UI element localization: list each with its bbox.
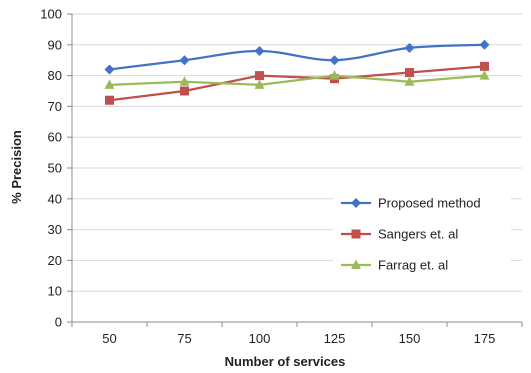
y-tick-label: 50: [48, 161, 62, 176]
data-point: [329, 70, 340, 80]
x-tick-label: 125: [324, 331, 346, 346]
data-point: [254, 79, 265, 89]
legend-label: Sangers et. al: [378, 227, 458, 242]
x-tick-labels: 50 75 100 125 150 175: [102, 331, 495, 346]
axes: [67, 13, 523, 327]
y-tick-labels: 0 10 20 30 40 50 60 70 80 90 100: [40, 7, 62, 330]
y-tick-label: 10: [48, 284, 62, 299]
x-tick-label: 75: [177, 331, 191, 346]
legend-entry: Sangers et. al: [341, 227, 458, 242]
y-tick-label: 100: [40, 7, 62, 22]
x-tick-label: 175: [474, 331, 496, 346]
data-point: [405, 68, 414, 78]
x-axis-title: Number of services: [225, 354, 346, 369]
data-point: [479, 70, 490, 80]
legend-entry: Proposed method: [341, 196, 481, 211]
legend-marker: [351, 198, 361, 208]
series-line: [109, 65, 485, 102]
y-tick-label: 70: [48, 99, 62, 114]
data-point: [404, 76, 415, 86]
data-point: [479, 39, 490, 50]
x-tick-label: 100: [249, 331, 271, 346]
legend-marker: [351, 229, 361, 239]
series-2: [104, 70, 490, 89]
y-tick-label: 60: [48, 130, 62, 145]
data-point: [480, 61, 489, 71]
legend-entry: Farrag et. al: [341, 258, 448, 273]
series-0: [104, 39, 490, 75]
y-tick-label: 90: [48, 37, 62, 52]
legend: Proposed method Sangers et. al Farrag et. …: [333, 185, 511, 281]
data-point: [179, 55, 190, 66]
series-line: [109, 74, 485, 86]
data-point: [180, 86, 189, 96]
series-line: [109, 43, 485, 71]
data-point: [104, 64, 115, 75]
x-tick-label: 50: [102, 331, 116, 346]
data-point: [255, 71, 264, 81]
data-point: [329, 55, 340, 66]
gridlines: [72, 13, 522, 292]
y-tick-label: 20: [48, 253, 62, 268]
x-tick-label: 150: [399, 331, 421, 346]
y-tick-label: 0: [55, 315, 62, 330]
legend-marker: [351, 259, 361, 269]
legend-label: Farrag et. al: [378, 258, 448, 273]
data-point: [254, 45, 265, 56]
y-axis-title: % Precision: [9, 130, 24, 204]
y-tick-label: 40: [48, 191, 62, 206]
y-tick-label: 80: [48, 68, 62, 83]
series: [104, 39, 490, 105]
data-point: [104, 79, 115, 89]
data-point: [404, 42, 415, 53]
y-tick-label: 30: [48, 222, 62, 237]
data-point: [179, 76, 190, 86]
data-point: [105, 95, 114, 105]
legend-label: Proposed method: [378, 196, 481, 211]
